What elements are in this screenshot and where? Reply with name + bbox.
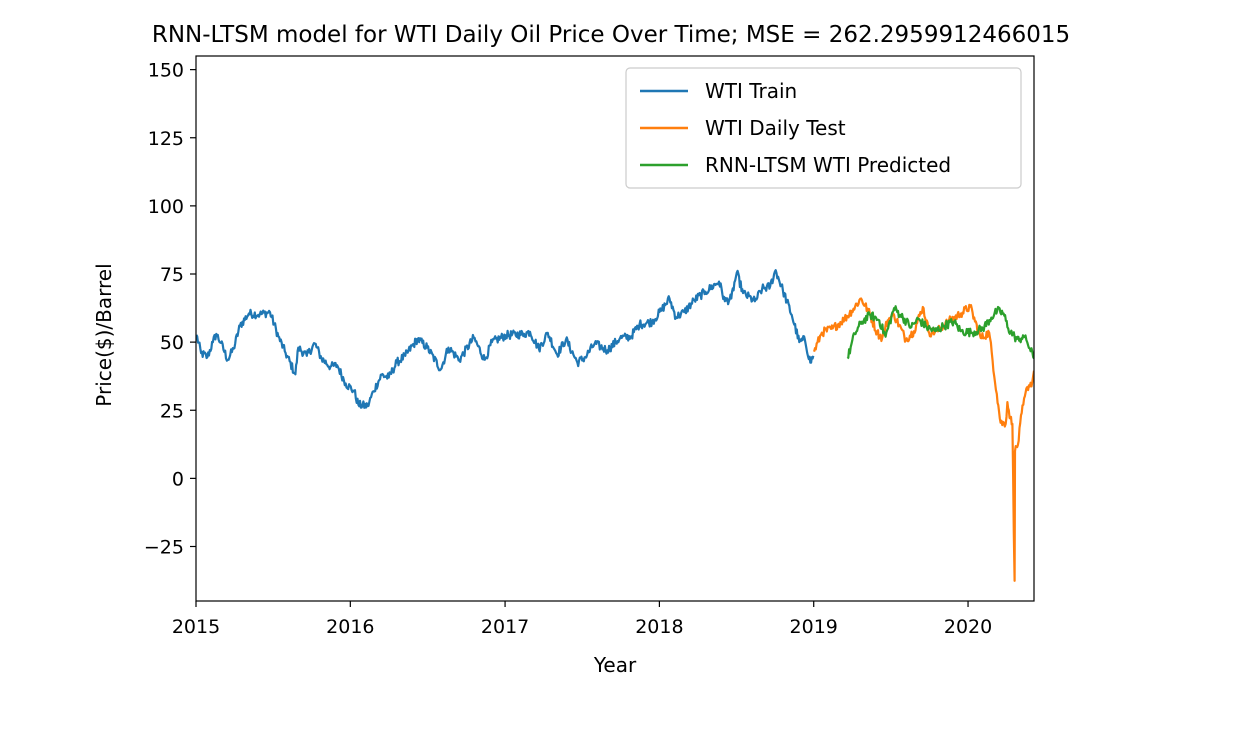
plot-area: [195, 55, 1035, 602]
y-tick-label: −25: [144, 537, 184, 559]
legend-label-rnn-ltsm-predicted: RNN-LTSM WTI Predicted: [705, 153, 951, 177]
y-tick-label: 75: [160, 264, 184, 286]
chart-title: RNN-LTSM model for WTI Daily Oil Price O…: [152, 22, 1070, 48]
x-tick-label: 2015: [172, 616, 220, 638]
legend-label-wti-train: WTI Train: [705, 79, 797, 103]
y-tick-label: 25: [160, 400, 184, 422]
series-line-rnn-ltsm-wti-predicted: [846, 305, 1034, 360]
series-line-wti-daily-test: [813, 297, 1034, 582]
x-tick-label: 2016: [326, 616, 374, 638]
y-axis: −25 0 25 50 75 100 125 150: [144, 60, 196, 559]
y-tick-label: 50: [160, 332, 184, 354]
x-tick-label: 2018: [635, 616, 683, 638]
legend-label-wti-daily-test: WTI Daily Test: [705, 116, 846, 140]
x-tick-label: 2020: [944, 616, 992, 638]
series-line-wti-train: [196, 269, 815, 409]
y-axis-label: Price($)/Barrel: [92, 263, 116, 406]
plot-frame: [195, 55, 1035, 602]
legend-box: [625, 67, 1022, 189]
y-tick-label: 125: [148, 128, 184, 150]
y-tick-label: 0: [172, 468, 184, 490]
y-tick-label: 100: [148, 196, 184, 218]
x-axis-label: Year: [593, 653, 637, 677]
y-tick-label: 150: [148, 60, 184, 82]
x-tick-label: 2017: [481, 616, 529, 638]
legend: WTI Train WTI Daily Test RNN-LTSM WTI Pr…: [625, 67, 1022, 189]
x-axis: 2015 2016 2017 2018 2019 2020: [172, 601, 992, 638]
x-tick-label: 2019: [790, 616, 838, 638]
